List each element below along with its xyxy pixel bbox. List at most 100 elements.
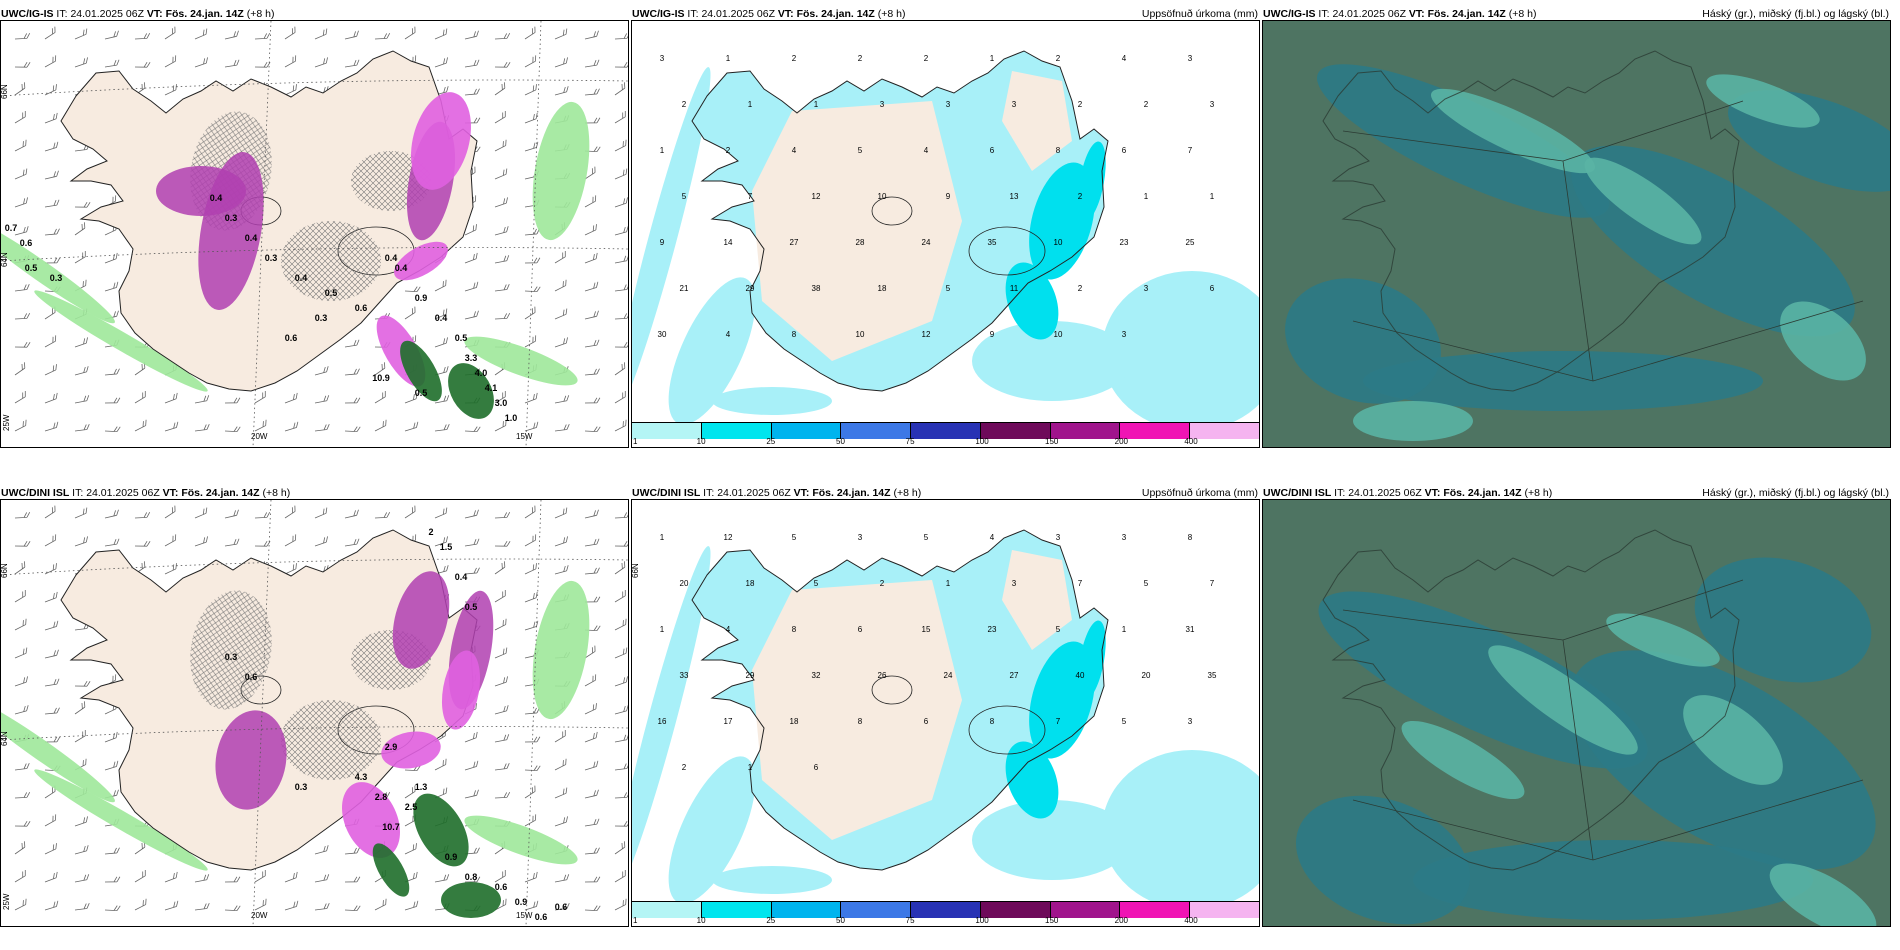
wind-barb bbox=[584, 596, 601, 603]
accum-value-label: 6 bbox=[1210, 284, 1215, 293]
wind-barb bbox=[464, 30, 479, 40]
wind-barb bbox=[614, 255, 628, 264]
accum-value-label: 7 bbox=[748, 192, 753, 201]
wind-barb bbox=[524, 335, 537, 348]
accum-value-label: 3 bbox=[1056, 533, 1061, 542]
precip-value-label: 0.9 bbox=[445, 852, 458, 862]
accum-value-label: 8 bbox=[990, 717, 995, 726]
precip-value-label: 0.4 bbox=[455, 572, 468, 582]
wind-barb bbox=[44, 591, 58, 603]
wind-barb bbox=[44, 84, 57, 96]
lead-time: (+8 h) bbox=[893, 487, 922, 499]
snow-area bbox=[215, 710, 287, 810]
moderate-precip-area bbox=[1005, 262, 1059, 340]
precip-value-label: 4.1 bbox=[485, 383, 498, 393]
precip-value-label: 0.6 bbox=[20, 238, 33, 248]
wind-barb bbox=[584, 509, 599, 519]
accum-value-label: 12 bbox=[812, 192, 821, 201]
wind-barb bbox=[224, 426, 241, 433]
wind-barb bbox=[434, 874, 450, 883]
colorbar-segment bbox=[841, 423, 912, 439]
heavy-rain-area bbox=[413, 793, 469, 867]
wind-barb bbox=[104, 59, 120, 68]
dry-land-area bbox=[752, 580, 962, 840]
wind-barb bbox=[554, 250, 566, 264]
wind-barb bbox=[554, 279, 567, 292]
precip-value-label: 1.5 bbox=[440, 542, 453, 552]
accum-value-label: 1 bbox=[1210, 192, 1215, 201]
wind-barb bbox=[74, 816, 88, 827]
wind-barb bbox=[524, 871, 538, 883]
accum-value-label: 27 bbox=[1010, 671, 1019, 680]
accum-value-label: 18 bbox=[746, 579, 755, 588]
wind-barb bbox=[584, 166, 596, 180]
vt-value: Fös. 24.jan. 14Z bbox=[165, 8, 244, 20]
wind-barb bbox=[104, 731, 118, 743]
accum-value-label: 10 bbox=[1054, 238, 1063, 247]
glacier-outline bbox=[871, 196, 913, 226]
wind-barb bbox=[14, 512, 31, 519]
wind-barb bbox=[524, 563, 537, 575]
low-cloud-area bbox=[1488, 645, 1638, 755]
wind-barb bbox=[614, 512, 628, 519]
wind-barb bbox=[494, 33, 511, 40]
vt-label: VT: bbox=[1408, 8, 1425, 20]
wind-barb bbox=[224, 876, 241, 883]
heavy-rain-area bbox=[448, 363, 494, 419]
wind-barb bbox=[614, 540, 628, 547]
it-value: 24.01.2025 06Z bbox=[717, 487, 791, 499]
cloud-cover-map bbox=[1263, 500, 1890, 926]
accum-value-label: 2 bbox=[1056, 54, 1061, 63]
wind-barb bbox=[344, 368, 360, 376]
wind-barb bbox=[464, 731, 478, 743]
wind-barb bbox=[494, 419, 507, 432]
wind-barb bbox=[584, 224, 597, 236]
wind-barb bbox=[434, 536, 448, 547]
wind-barb bbox=[404, 785, 416, 799]
wind-barb bbox=[44, 421, 59, 432]
it-label: IT: bbox=[1334, 487, 1346, 499]
wind-barb bbox=[584, 645, 596, 659]
wind-barb bbox=[494, 647, 508, 659]
vt-value: Fös. 24.jan. 14Z bbox=[181, 487, 260, 499]
wind-barb bbox=[74, 536, 88, 547]
wind-barb bbox=[44, 736, 61, 743]
wind-barb bbox=[44, 141, 59, 152]
wind-barb bbox=[254, 898, 267, 911]
accum-value-label: 1 bbox=[1144, 192, 1149, 201]
wind-barb bbox=[554, 86, 569, 96]
accum-value-label: 7 bbox=[1056, 717, 1061, 726]
wind-barb bbox=[284, 563, 297, 575]
accum-value-label: 6 bbox=[858, 625, 863, 634]
wind-barb bbox=[14, 419, 27, 432]
wind-barb bbox=[584, 368, 600, 376]
wind-barb bbox=[524, 505, 536, 519]
wind-barb bbox=[194, 536, 208, 547]
it-label: IT: bbox=[72, 487, 84, 499]
wind-barb bbox=[254, 33, 271, 40]
wind-barb bbox=[374, 362, 386, 376]
map-frame: 2 1.5 0.4 0.5 0.3 0.6 2.9 4.3 2.8 2.5 0.9 0.8 0.6 0.9… bbox=[0, 499, 629, 927]
precip-value-label: 3.0 bbox=[495, 398, 508, 408]
mixed-precip-area bbox=[341, 782, 401, 858]
iceland-coastline bbox=[1322, 529, 1740, 871]
wind-barb bbox=[434, 424, 450, 432]
accum-value-label: 11 bbox=[1010, 284, 1019, 293]
wind-barb bbox=[284, 84, 297, 96]
wind-barb bbox=[134, 512, 151, 519]
wind-barb bbox=[584, 789, 599, 799]
light-precip-area bbox=[632, 67, 711, 415]
low-cloud-area bbox=[1353, 401, 1473, 441]
precip-value-label: 0.5 bbox=[465, 602, 478, 612]
accum-value-label: 26 bbox=[878, 671, 887, 680]
accum-value-label: 2 bbox=[880, 579, 885, 588]
wind-barb bbox=[44, 534, 57, 547]
accum-value-label: 20 bbox=[680, 579, 689, 588]
wind-barb bbox=[614, 763, 628, 771]
wind-barb bbox=[164, 900, 179, 911]
lead-time: (+8 h) bbox=[1508, 8, 1537, 20]
wind-barb bbox=[14, 820, 31, 827]
mid-cloud-area bbox=[1317, 64, 1609, 218]
colorbar-tick-label: 150 bbox=[1045, 437, 1059, 446]
wind-barb bbox=[464, 567, 480, 575]
